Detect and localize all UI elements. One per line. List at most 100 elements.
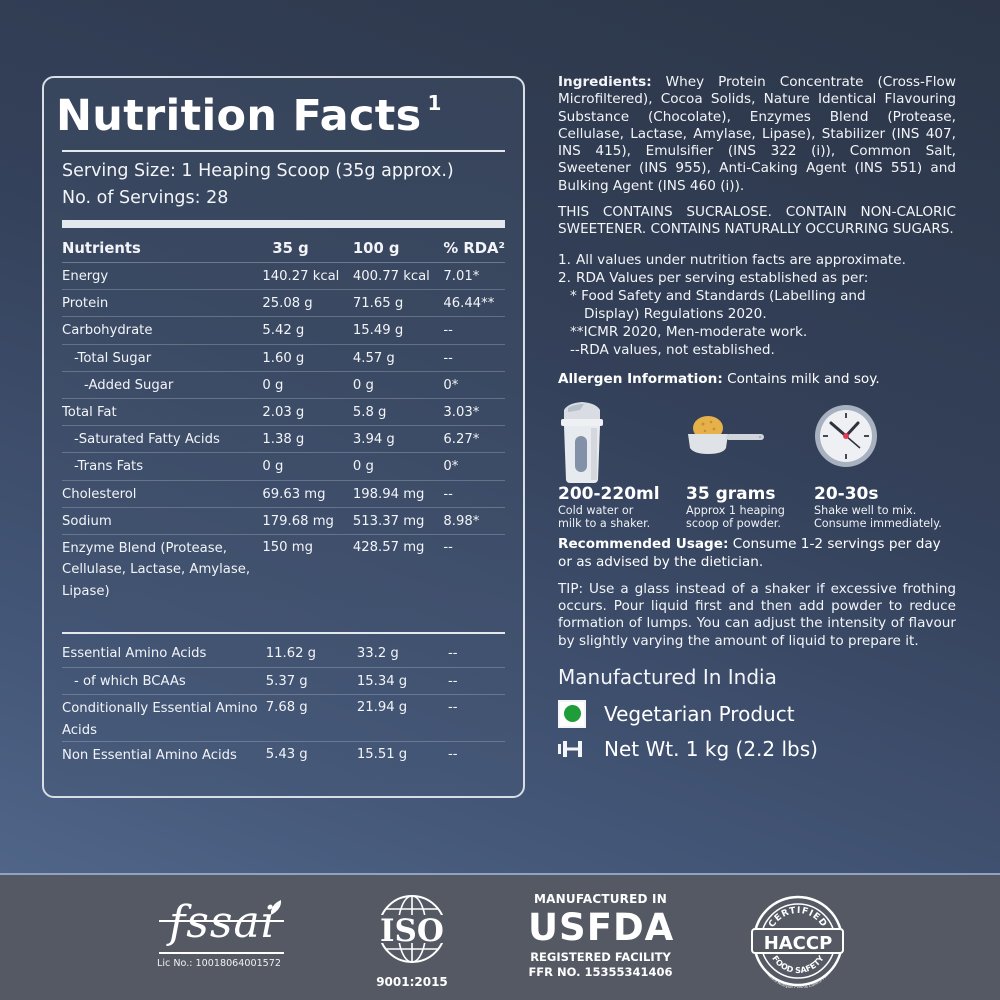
- svg-text:HACCP: HACCP: [764, 933, 833, 954]
- per-serving-value: 69.63 mg: [262, 479, 353, 508]
- footnote-2b: **ICMR 2020, Men-moderate work.: [570, 323, 808, 340]
- per-100g-value: 4.57 g: [352, 343, 444, 372]
- rda-value: --: [447, 694, 505, 742]
- table-row: Protein 25.08 g 71.65 g 46.44**: [62, 289, 505, 317]
- usfda-line1: MANUFACTURED IN: [534, 892, 667, 906]
- per-serving-value: 5.43 g: [265, 741, 357, 769]
- footnote-number: 1.: [558, 251, 571, 268]
- per-serving-value: 0 g: [262, 370, 353, 399]
- per-serving-value: 5.42 g: [262, 316, 353, 345]
- per-100g-value: 0 g: [352, 370, 444, 399]
- table-row: Essential Amino Acids 11.62 g 33.2 g --: [62, 640, 505, 667]
- table-row: Carbohydrate 5.42 g 15.49 g --: [62, 316, 505, 345]
- nutrient-name: Total Fat: [62, 397, 263, 426]
- nutrient-name: -Trans Fats: [62, 452, 263, 480]
- table-row: -Trans Fats 0 g 0 g 0*: [62, 452, 505, 480]
- table-row: Non Essential Amino Acids 5.43 g 15.51 g…: [62, 741, 505, 769]
- rda-value: 0*: [443, 370, 505, 399]
- footnote-2c: --RDA values, not established.: [570, 341, 775, 358]
- per-serving-value: 1.38 g: [262, 425, 353, 453]
- preparation-steps: 200-220ml Cold water or milk to a shaker…: [558, 401, 956, 530]
- veg-label: Vegetarian Product: [604, 701, 795, 726]
- per-100g-value: 5.8 g: [352, 397, 444, 426]
- nutrition-facts-title: Nutrition Facts 1: [56, 93, 505, 138]
- per-100g-value: 3.94 g: [352, 425, 444, 453]
- step-scoop: 35 grams Approx 1 heaping scoop of powde…: [686, 402, 814, 530]
- step-desc-line1: Approx 1 heaping: [686, 503, 785, 517]
- ingredients: Ingredients: Whey Protein Concentrate (C…: [558, 74, 956, 195]
- per-serving-value: 179.68 mg: [262, 506, 353, 535]
- nutrients-table: Nutrients 35 g 100 g % RDA² Energy 140.2…: [62, 240, 505, 603]
- per-100g-value: 21.94 g: [356, 694, 448, 742]
- per-100g-value: 15.49 g: [352, 316, 444, 345]
- footnote-1: 1. All values under nutrition facts are a…: [558, 251, 956, 269]
- amino-name: Essential Amino Acids: [62, 646, 207, 662]
- amino-divider: [62, 632, 505, 635]
- iso-standard: 9001:2015: [376, 975, 448, 989]
- dumbbell-icon: [558, 739, 586, 759]
- fssai-bottom-rule: [159, 952, 284, 954]
- per-100g-value: 71.65 g: [352, 289, 444, 317]
- net-weight-text: Net Wt. 1 kg (2.2 lbs): [604, 736, 818, 761]
- nutrient-name: -Saturated Fatty Acids: [62, 425, 263, 453]
- allergen-info: Allergen Information: Contains milk and …: [558, 370, 956, 388]
- col-header-nutrients: Nutrients: [62, 240, 141, 257]
- col-header-per-serving: 35 g: [272, 240, 309, 257]
- per-serving-value: 1.60 g: [262, 343, 353, 372]
- per-serving-value: 11.62 g: [265, 646, 317, 662]
- step-desc-line2: milk to a shaker.: [558, 516, 651, 530]
- rda-value: 8.98*: [443, 506, 505, 535]
- allergen-text: Contains milk and soy.: [722, 370, 880, 387]
- shaker-icon: [558, 401, 686, 484]
- serving-size: Serving Size: 1 Heaping Scoop (35g appro…: [62, 161, 454, 181]
- scoop-icon: [686, 402, 814, 484]
- certifications-footer: fssai Lic No.: 10018064001572 ISO 9001:2…: [0, 873, 1000, 1000]
- ingredients-label: Ingredients:: [558, 74, 652, 90]
- step-desc-line2: Consume immediately.: [814, 516, 942, 530]
- fssai-wordmark: fssai: [169, 897, 276, 948]
- rda-value: --: [443, 343, 505, 372]
- rda-value: --: [447, 646, 458, 662]
- usfda-line2: USFDA: [528, 906, 675, 949]
- footnote-2a: * Food Safety and Standards (Labelling a…: [570, 287, 866, 304]
- rda-value: --: [447, 667, 505, 695]
- rda-value: --: [443, 533, 505, 603]
- step-amount: 20-30s: [814, 483, 879, 504]
- table-row: Enzyme Blend (Protease, Cellulase, Lacta…: [62, 533, 505, 603]
- iso-logo: ISO 9001:2015: [372, 893, 452, 989]
- title-text: Nutrition Facts: [56, 91, 422, 141]
- nutrient-name: Carbohydrate: [62, 316, 263, 345]
- servings-count: No. of Servings: 28: [62, 188, 229, 208]
- per-serving-value: 25.08 g: [262, 289, 353, 317]
- nutrition-facts-panel: Nutrition Facts 1 Serving Size: 1 Heaping…: [42, 76, 525, 798]
- usage-label: Recommended Usage:: [558, 535, 729, 552]
- per-100g-value: 33.2 g: [356, 646, 399, 662]
- col-header-rda: % RDA²: [443, 240, 505, 257]
- amino-name: Conditionally Essential Amino Acids: [62, 694, 266, 742]
- fssai-license: Lic No.: 10018064001572: [157, 958, 281, 969]
- table-row: Sodium 179.68 mg 513.37 mg 8.98*: [62, 506, 505, 535]
- footnotes: 1. All values under nutrition facts are a…: [558, 251, 956, 359]
- rda-value: 6.27*: [443, 425, 505, 453]
- tip-text: TIP: Use a glass instead of a shaker if …: [558, 580, 956, 649]
- footnote-2a-cont: Display) Regulations 2020.: [584, 305, 767, 322]
- nutrient-name: -Added Sugar: [62, 370, 263, 399]
- nutrient-name: Energy: [62, 261, 263, 290]
- step-amount: 200-220ml: [558, 483, 660, 504]
- per-100g-value: 400.77 kcal: [352, 261, 444, 290]
- table-row: Conditionally Essential Amino Acids 7.68…: [62, 694, 505, 742]
- step-amount: 35 grams: [686, 483, 776, 504]
- per-serving-value: 0 g: [262, 452, 353, 480]
- per-serving-value: 5.37 g: [265, 667, 357, 695]
- rda-value: --: [447, 741, 505, 769]
- net-weight: Net Wt. 1 kg (2.2 lbs): [558, 736, 956, 762]
- usage-text: Consume 1-2 servings per day or as advis…: [558, 535, 941, 570]
- per-serving-value: 2.03 g: [262, 397, 353, 426]
- footnote-number: 2.: [558, 269, 571, 286]
- step-desc-line2: scoop of powder.: [686, 516, 781, 530]
- step-shaker: 200-220ml Cold water or milk to a shaker…: [558, 401, 686, 530]
- table-row: -Saturated Fatty Acids 1.38 g 3.94 g 6.2…: [62, 425, 505, 453]
- per-serving-value: 140.27 kcal: [262, 261, 353, 290]
- nutrient-name: Cholesterol: [62, 479, 263, 508]
